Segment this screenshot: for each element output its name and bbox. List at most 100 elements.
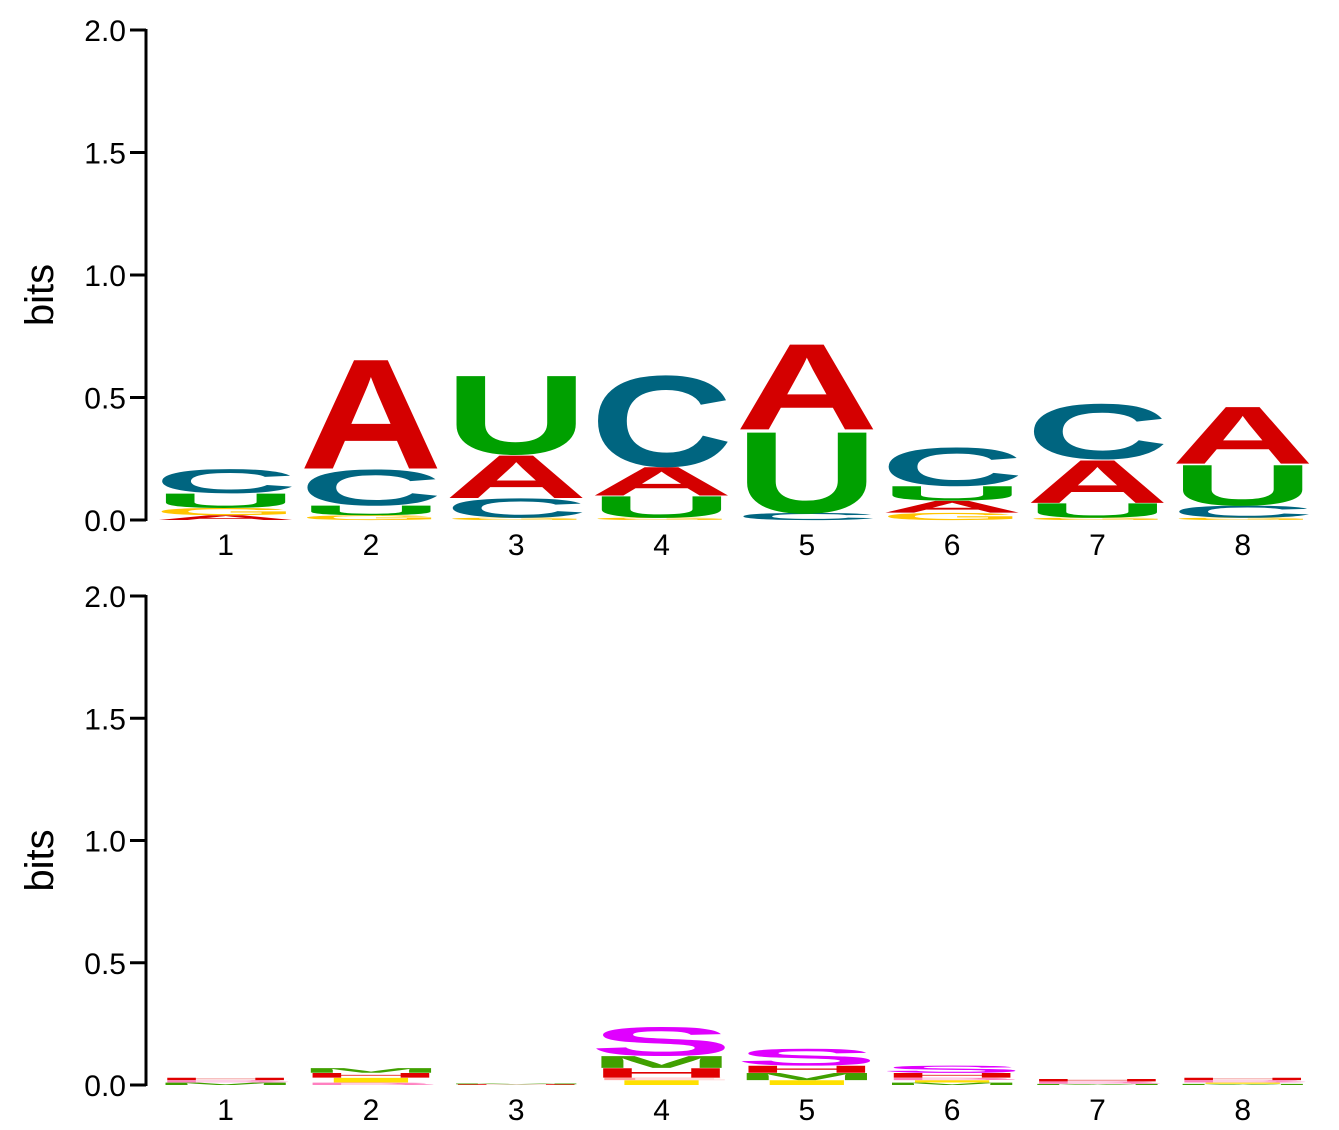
- logo-glyph-S: S: [881, 1064, 1024, 1075]
- logo-glyph-H: H: [445, 1084, 588, 1085]
- x-tick-label: 5: [799, 529, 816, 562]
- logo-glyph-H: H: [735, 1064, 878, 1075]
- logo-glyph-M: M: [735, 1071, 878, 1082]
- logo-glyph-U: U: [735, 408, 878, 537]
- logo-glyph-U: U: [1171, 453, 1314, 518]
- logo-glyph-M: M: [445, 1083, 588, 1084]
- logo-glyph-C: C: [881, 436, 1024, 497]
- logo-glyph-B: B: [154, 1079, 297, 1083]
- logo-glyph-S: S: [735, 1044, 878, 1071]
- logo-glyph-A: A: [299, 326, 442, 502]
- logo-stack-1: MBH: [154, 1077, 297, 1086]
- logo-glyph-M: M: [1171, 1083, 1314, 1085]
- logo-glyph-C: C: [590, 348, 733, 494]
- y-tick-label: 1.0: [84, 260, 126, 293]
- logo-glyph-A: A: [881, 497, 1024, 516]
- x-tick-label: 3: [508, 1094, 525, 1127]
- logo-glyph-M: M: [881, 1082, 1024, 1086]
- x-tick-label: 2: [363, 529, 380, 562]
- y-axis-title: bits: [18, 264, 62, 326]
- y-tick-label: 1.5: [84, 703, 126, 736]
- logo-glyph-U: U: [445, 352, 588, 478]
- logo-glyph-I: I: [590, 1079, 733, 1087]
- y-tick-label: 0.0: [84, 1070, 126, 1103]
- x-tick-label: 8: [1234, 529, 1251, 562]
- y-tick-label: 0.0: [84, 505, 126, 538]
- x-tick-label: 7: [1089, 1094, 1106, 1127]
- logo-glyph-H: H: [299, 1071, 442, 1079]
- logo-glyph-A: A: [735, 318, 878, 455]
- y-tick-label: 1.0: [84, 826, 126, 859]
- logo-glyph-B: B: [881, 1077, 1024, 1081]
- x-tick-label: 2: [363, 1094, 380, 1127]
- logo-glyph-I: I: [735, 1079, 878, 1087]
- logo-glyph-G: G: [154, 506, 297, 517]
- logo-glyph-I: I: [1171, 1082, 1314, 1084]
- logo-glyph-G: G: [1026, 517, 1169, 521]
- logo-glyph-G: G: [445, 517, 588, 521]
- logo-glyph-U: U: [154, 489, 297, 512]
- logo-glyph-B: B: [299, 1082, 442, 1086]
- logo-glyph-H: H: [154, 1077, 297, 1081]
- logo-glyph-G: G: [881, 511, 1024, 522]
- logo-glyph-U: U: [1026, 499, 1169, 522]
- logo-glyph-H: H: [1026, 1078, 1169, 1082]
- y-axis-title: bits: [18, 829, 62, 891]
- logo-glyph-A: A: [590, 459, 733, 505]
- logo-glyph-A: A: [1026, 448, 1169, 517]
- y-tick-label: 2.0: [84, 581, 126, 614]
- logo-glyph-M: M: [299, 1067, 442, 1075]
- x-tick-label: 1: [217, 529, 234, 562]
- logo-glyph-C: C: [735, 511, 878, 522]
- logo-glyph-H: H: [1171, 1077, 1314, 1081]
- logo-glyph-C: C: [445, 493, 588, 524]
- logo-glyph-M: M: [590, 1052, 733, 1071]
- logo-glyph-B: B: [1171, 1079, 1314, 1083]
- logo-glyph-G: G: [1171, 517, 1314, 521]
- logo-glyph-C: C: [1026, 387, 1169, 475]
- logo-glyph-B: B: [1026, 1081, 1169, 1085]
- x-tick-label: 1: [217, 1094, 234, 1127]
- logo-glyph-U: U: [590, 490, 733, 524]
- logo-glyph-C: C: [299, 459, 442, 516]
- logo-glyph-A: A: [445, 443, 588, 512]
- x-tick-label: 6: [944, 529, 961, 562]
- logo-glyph-U: U: [299, 503, 442, 518]
- logo-glyph-C: C: [154, 462, 297, 500]
- y-tick-label: 0.5: [84, 383, 126, 416]
- logo-glyph-C: C: [1171, 502, 1314, 521]
- logo-glyph-S: S: [590, 1019, 733, 1065]
- x-tick-label: 3: [508, 529, 525, 562]
- logo-glyph-H: H: [590, 1065, 733, 1080]
- logo-glyph-H: H: [881, 1071, 1024, 1079]
- logo-glyph-E: E: [590, 1077, 733, 1081]
- x-tick-label: 4: [653, 1094, 670, 1127]
- x-tick-label: 5: [799, 1094, 816, 1127]
- logo-stack-3: HM: [445, 1083, 588, 1085]
- logo-stack-5: CUA: [735, 318, 878, 537]
- x-tick-label: 6: [944, 1094, 961, 1127]
- logo-glyph-G: G: [299, 514, 442, 522]
- logo-glyph-I: I: [881, 1079, 1024, 1083]
- logo-glyph-U: U: [881, 482, 1024, 505]
- logo-glyph-A: A: [1171, 390, 1314, 481]
- y-tick-label: 0.5: [84, 948, 126, 981]
- logo-glyph-M: M: [154, 1082, 297, 1086]
- logo-stack-7: MBH: [1026, 1078, 1169, 1085]
- x-tick-label: 7: [1089, 529, 1106, 562]
- logo-glyph-G: G: [590, 517, 733, 521]
- y-tick-label: 1.5: [84, 138, 126, 171]
- x-tick-label: 4: [653, 529, 670, 562]
